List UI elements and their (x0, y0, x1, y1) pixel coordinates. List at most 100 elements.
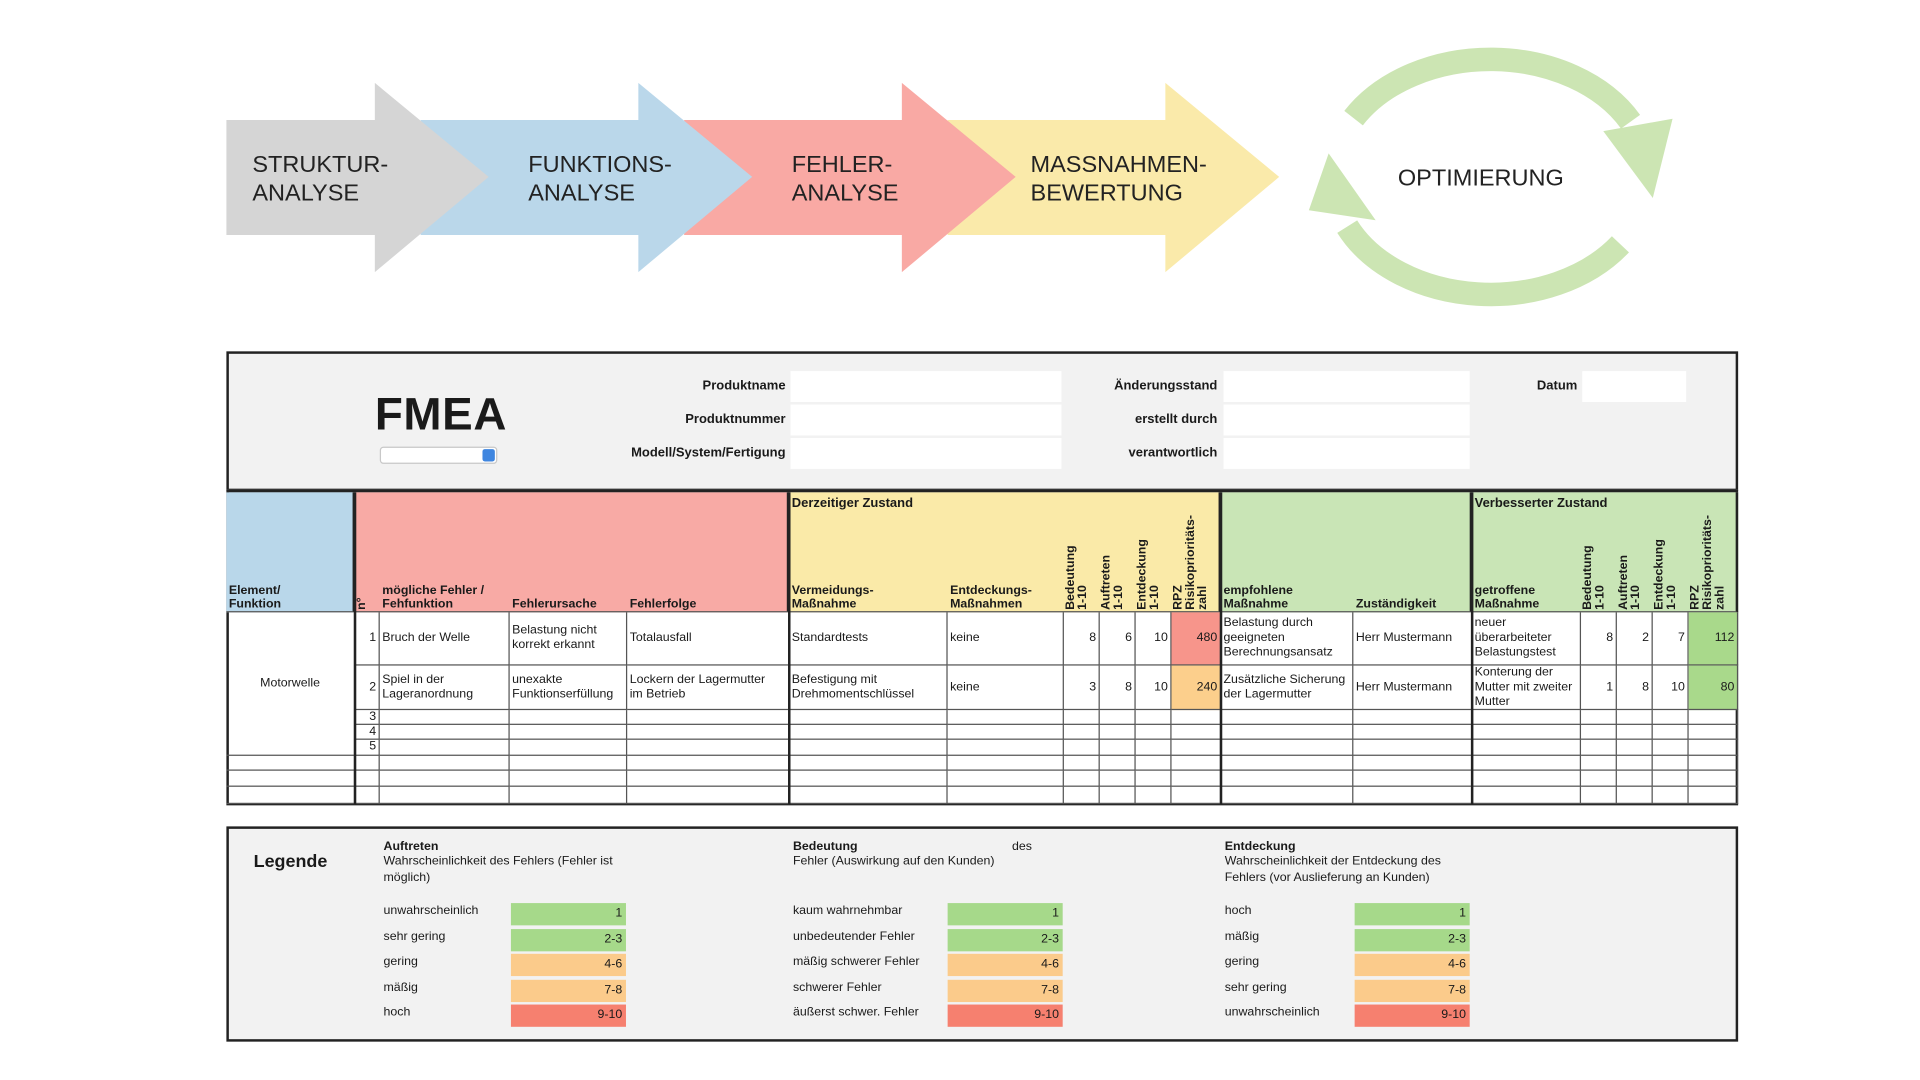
table-cell (1221, 786, 1354, 805)
legend-item-label: mäßig schwerer Fehler (792, 955, 920, 969)
table-cell (789, 786, 948, 805)
table-cell (1652, 755, 1689, 771)
table-cell: 1 (355, 612, 380, 666)
table-cell: Lockern der Lagermutter im Betrieb (627, 665, 790, 711)
table-cell (1353, 739, 1473, 756)
field-input[interactable] (1223, 404, 1470, 436)
table-cell: Konterung der Mutter mit zweiter Mutter (1472, 665, 1582, 711)
section-divider (1470, 492, 1474, 805)
table-cell (1581, 770, 1617, 787)
table-cell (947, 710, 1064, 725)
table-cell (1171, 710, 1222, 725)
table-cell (1581, 755, 1617, 771)
table-cell (1135, 739, 1172, 756)
table-cell (509, 786, 628, 805)
table-cell: 3 (355, 710, 380, 725)
column-header-text: Entdeckung 1-10 (1652, 539, 1679, 610)
process-arrow (420, 82, 753, 273)
table-cell: 480 (1171, 612, 1222, 666)
table-cell (1135, 710, 1172, 725)
process-arrow (684, 82, 1016, 273)
column-header: mögliche Fehler / Fehfunktion (382, 583, 485, 612)
table-cell (1581, 710, 1617, 725)
field-input[interactable] (790, 371, 1062, 403)
table-cell (1063, 770, 1100, 787)
legend-item-label: unwahrscheinlich (383, 904, 479, 918)
table-cell: Belastung durch geeigneten Berechnungsan… (1221, 612, 1354, 666)
dropdown-button[interactable] (482, 449, 495, 462)
legend-rating: 9-10 (947, 1004, 1063, 1027)
table-cell (1099, 786, 1136, 805)
element-cell: Motorwelle (226, 612, 356, 756)
dropdown[interactable] (379, 446, 498, 464)
column-header: getroffene Maßnahme (1474, 583, 1540, 612)
section-header (1221, 492, 1473, 613)
column-header: Zuständigkeit (1355, 597, 1437, 612)
legend-rating: 4-6 (947, 953, 1063, 977)
table-cell (1353, 724, 1473, 740)
column-header: Element/ Funktion (228, 583, 282, 612)
field-label: Produktname (702, 378, 786, 394)
table-cell (789, 724, 948, 740)
cycle-arrowhead (1603, 118, 1673, 198)
table-cell (1688, 755, 1739, 771)
column-header-text: n° (355, 597, 369, 610)
table-cell: Belastung nicht korrekt erkannt (509, 612, 628, 666)
fmea-title: FMEA (374, 388, 508, 440)
table-cell (1099, 739, 1136, 756)
field-input[interactable] (1223, 437, 1470, 469)
field-input[interactable] (1223, 371, 1470, 403)
column-header-text: Auftreten 1-10 (1099, 554, 1126, 610)
legend-item-label: äußerst schwer. Fehler (792, 1005, 919, 1020)
process-step-label: STRUKTUR- ANALYSE (252, 152, 389, 207)
column-header: Fehlerursache (512, 597, 597, 612)
legend-rating: 2-3 (947, 929, 1063, 952)
table-cell (627, 786, 790, 805)
table-cell: 4 (355, 724, 380, 740)
legend-item-label: gering (1224, 955, 1260, 969)
legend-item-label: schwerer Fehler (792, 981, 882, 995)
field-input[interactable] (1582, 371, 1687, 403)
field-input[interactable] (790, 437, 1062, 469)
legend-rating: 7-8 (510, 979, 626, 1003)
table-cell (355, 770, 380, 787)
legend-item-label: sehr gering (1224, 981, 1287, 995)
legend-description: Fehler (Auswirkung auf den Kunden) (792, 854, 995, 869)
table-cell (1171, 786, 1222, 805)
table-cell (379, 770, 510, 787)
table-cell: keine (947, 665, 1064, 711)
table-cell (1171, 770, 1222, 787)
table-cell: Totalausfall (627, 612, 790, 666)
table-cell (1353, 770, 1473, 787)
table-cell (1353, 755, 1473, 771)
legend-rating: 4-6 (510, 953, 626, 977)
table-cell (1353, 786, 1473, 805)
legend-group-title: Auftreten (383, 839, 439, 854)
table-cell (1171, 755, 1222, 771)
table-cell (789, 739, 948, 756)
table-cell: 112 (1688, 612, 1739, 666)
column-header: RPZ Risikoprioritäts- zahl (1172, 515, 1220, 610)
field-input[interactable] (790, 404, 1062, 436)
table-cell (1472, 786, 1582, 805)
table-cell (1221, 755, 1354, 771)
column-header-text: Auftreten 1-10 (1616, 554, 1643, 610)
table-cell: 7 (1652, 612, 1689, 666)
table-cell (1688, 770, 1739, 787)
process-step-label: FEHLER- ANALYSE (791, 152, 899, 207)
column-header: Bedeutung 1-10 (1064, 517, 1098, 610)
table-cell (1581, 739, 1617, 756)
column-header: Fehlerfolge (629, 597, 697, 612)
section-header (226, 492, 356, 613)
column-header: n° (355, 517, 378, 610)
legend-item-label: mäßig (1224, 930, 1260, 944)
section-title: Verbesserter Zustand (1474, 496, 1608, 511)
process-step-label: MASSNAHMEN- BEWERTUNG (1030, 152, 1207, 207)
table-cell (1652, 724, 1689, 740)
table-cell: 240 (1171, 665, 1222, 711)
table-cell: 8 (1099, 665, 1136, 711)
process-arrow (947, 82, 1280, 273)
legend-description: Wahrscheinlichkeit des Fehlers (Fehler i… (383, 854, 613, 884)
process-step-label: FUNKTIONS- ANALYSE (528, 152, 672, 207)
column-header: Entdeckung 1-10 (1136, 517, 1170, 610)
